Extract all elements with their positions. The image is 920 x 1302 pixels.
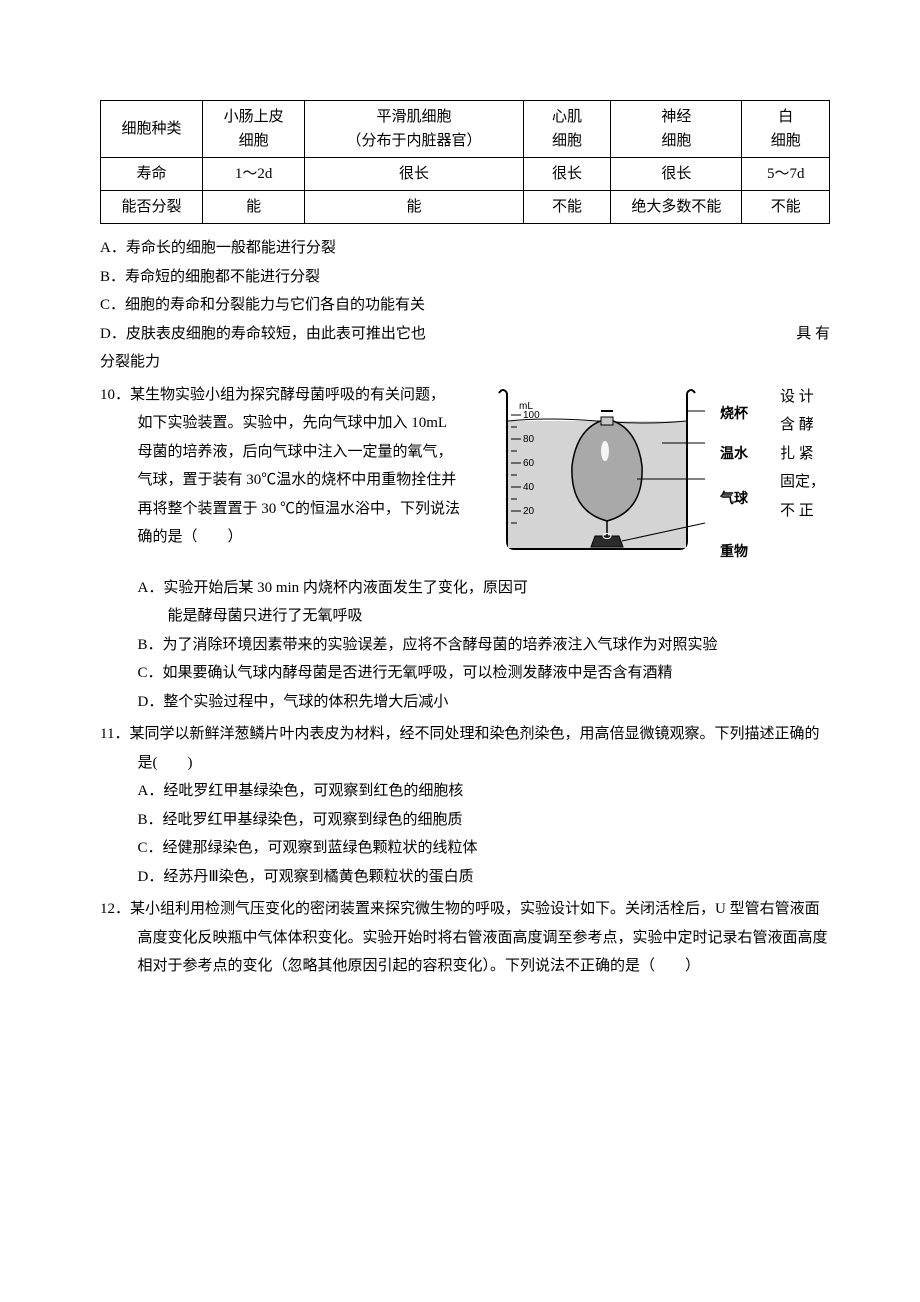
col-header: 平滑肌细胞（分布于内脏器官） [305, 101, 524, 158]
svg-text:80: 80 [523, 434, 535, 445]
choice-d-left: D．皮肤表皮细胞的寿命较短，由此表可推出它也 [100, 320, 426, 349]
col-header: 细胞种类 [101, 101, 203, 158]
label-beaker: 烧杯 [720, 407, 780, 424]
q10-choice-a: A．实验开始后某 30 min 内烧杯内液面发生了变化，原因可 [100, 574, 830, 603]
q10-line: 母菌的培养液，后向气球中注入一定量的氧气， [100, 438, 479, 467]
line-text: 如下实验装置。实验中，先向气球中加入 10mL [138, 409, 448, 438]
col-header: 心肌细胞 [523, 101, 610, 158]
line-text: 确的是（ ） [138, 523, 243, 552]
label-warmwater: 温水 [720, 447, 780, 464]
svg-text:40: 40 [523, 482, 535, 493]
choice-b: B．寿命短的细胞都不能进行分裂 [100, 263, 830, 292]
table-row: 寿命 1～2d 很长 很长 很长 5～7d [101, 158, 830, 191]
cell: 1～2d [203, 158, 305, 191]
label-weight: 重物 [720, 545, 780, 562]
cell-data-table: 细胞种类 小肠上皮细胞 平滑肌细胞（分布于内脏器官） 心肌细胞 神经细胞 白细胞… [100, 100, 830, 224]
q10-choice-c: C．如果要确认气球内酵母菌是否进行无氧呼吸，可以检测发酵液中是否含有酒精 [100, 659, 830, 688]
header-text: 神经细胞 [661, 109, 691, 149]
beaker-svg-icon: mL 100 80 60 40 20 [487, 381, 712, 556]
choice-d-right: 具 有 [756, 320, 830, 349]
cell: 很长 [305, 158, 524, 191]
row-label: 能否分裂 [101, 191, 203, 224]
cell: 很长 [523, 158, 610, 191]
beaker-figure: mL 100 80 60 40 20 [487, 381, 712, 567]
right-frag: 不 正 [780, 497, 830, 526]
cell: 不能 [742, 191, 830, 224]
table-header-row: 细胞种类 小肠上皮细胞 平滑肌细胞（分布于内脏器官） 心肌细胞 神经细胞 白细胞 [101, 101, 830, 158]
q10-line: 再将整个装置置于 30 ℃的恒温水浴中，下列说法 [100, 495, 479, 524]
stem-text: 某同学以新鲜洋葱鳞片叶内表皮为材料，经不同处理和染色剂染色，用高倍显微镜观察。下… [129, 726, 819, 771]
line-text: 母菌的培养液，后向气球中注入一定量的氧气， [138, 438, 453, 467]
line-text: 气球，置于装有 30℃温水的烧杯中用重物拴住并 [138, 466, 457, 495]
q10-left: 10．某生物实验小组为探究酵母菌呼吸的有关问题， [100, 381, 445, 410]
q11-choice-c: C．经健那绿染色，可观察到蓝绿色颗粒状的线粒体 [100, 834, 830, 863]
line-text: 再将整个装置置于 30 ℃的恒温水浴中，下列说法 [138, 495, 461, 524]
choice-text: 寿命短的细胞都不能进行分裂 [125, 269, 320, 285]
choice-text: 细胞的寿命和分裂能力与它们各自的功能有关 [125, 297, 425, 313]
cell: 很长 [611, 158, 742, 191]
col-header: 小肠上皮细胞 [203, 101, 305, 158]
q11-stem: 11．某同学以新鲜洋葱鳞片叶内表皮为材料，经不同处理和染色剂染色，用高倍显微镜观… [100, 720, 830, 777]
right-frag: 固定， [780, 468, 830, 497]
q-number: 11． [100, 726, 129, 742]
choice-c: C．细胞的寿命和分裂能力与它们各自的功能有关 [100, 291, 830, 320]
figure-labels: 烧杯 温水 气球 重物 [720, 381, 780, 574]
q10-choice-b: B．为了消除环境因素带来的实验误差，应将不含酵母菌的培养液注入气球作为对照实验 [100, 631, 830, 660]
choice-text: 寿命长的细胞一般都能进行分裂 [126, 240, 336, 256]
header-text: 小肠上皮细胞 [224, 109, 284, 149]
q10-choice-d: D．整个实验过程中，气球的体积先增大后减小 [100, 688, 830, 717]
q-number: 12． [100, 901, 130, 917]
row-label: 寿命 [101, 158, 203, 191]
stem-text: 某小组利用检测气压变化的密闭装置来探究微生物的呼吸，实验设计如下。关闭活栓后，U… [130, 901, 828, 974]
q12-stem: 12．某小组利用检测气压变化的密闭装置来探究微生物的呼吸，实验设计如下。关闭活栓… [100, 895, 830, 981]
q10-block: 10．某生物实验小组为探究酵母菌呼吸的有关问题， 如下实验装置。实验中，先向气球… [100, 381, 830, 717]
q11-choice-d: D．经苏丹Ⅲ染色，可观察到橘黄色颗粒状的蛋白质 [100, 863, 830, 892]
right-frag: 含 酵 [780, 411, 830, 440]
q10-choice-a-cont: 能是酵母菌只进行了无氧呼吸 [100, 602, 830, 631]
right-frag: 扎 紧 [780, 440, 830, 469]
choice-text: 皮肤表皮细胞的寿命较短，由此表可推出它也 [126, 326, 426, 342]
choice-a: A．寿命长的细胞一般都能进行分裂 [100, 234, 830, 263]
q9-d-tail: 分裂能力 [100, 348, 830, 377]
q12-block: 12．某小组利用检测气压变化的密闭装置来探究微生物的呼吸，实验设计如下。关闭活栓… [100, 895, 830, 981]
label-balloon: 气球 [720, 492, 780, 509]
svg-text:60: 60 [523, 458, 535, 469]
q-number: 10． [100, 387, 130, 403]
cell: 能 [305, 191, 524, 224]
cell: 5～7d [742, 158, 830, 191]
q11-choice-a: A．经吡罗红甲基绿染色，可观察到红色的细胞核 [100, 777, 830, 806]
header-text: 白细胞 [771, 109, 801, 149]
table-row: 能否分裂 能 能 不能 绝大多数不能 不能 [101, 191, 830, 224]
cell: 能 [203, 191, 305, 224]
header-text: 心肌细胞 [552, 109, 582, 149]
right-frag: 设 计 [780, 383, 830, 412]
q10-line: 确的是（ ） [100, 523, 479, 552]
col-header: 白细胞 [742, 101, 830, 158]
q11-block: 11．某同学以新鲜洋葱鳞片叶内表皮为材料，经不同处理和染色剂染色，用高倍显微镜观… [100, 720, 830, 891]
q10-line: 气球，置于装有 30℃温水的烧杯中用重物拴住并 [100, 466, 479, 495]
cell: 绝大多数不能 [611, 191, 742, 224]
q10-line: 如下实验装置。实验中，先向气球中加入 10mL [100, 409, 479, 438]
q10-right-col: 设 计 含 酵 扎 紧 固定， 不 正 [780, 381, 830, 526]
cell: 不能 [523, 191, 610, 224]
svg-text:20: 20 [523, 506, 535, 517]
header-text: 平滑肌细胞（分布于内脏器官） [346, 109, 481, 149]
col-header: 神经细胞 [611, 101, 742, 158]
line-text: 某生物实验小组为探究酵母菌呼吸的有关问题， [130, 387, 445, 403]
q10-line: 10．某生物实验小组为探究酵母菌呼吸的有关问题， [100, 381, 479, 410]
header-text: 细胞种类 [122, 121, 182, 137]
svg-text:100: 100 [523, 410, 540, 421]
choice-d: D．皮肤表皮细胞的寿命较短，由此表可推出它也 具 有 [100, 320, 830, 349]
q11-choice-b: B．经吡罗红甲基绿染色，可观察到绿色的细胞质 [100, 806, 830, 835]
q9-choice-block: A．寿命长的细胞一般都能进行分裂 B．寿命短的细胞都不能进行分裂 C．细胞的寿命… [100, 234, 830, 348]
